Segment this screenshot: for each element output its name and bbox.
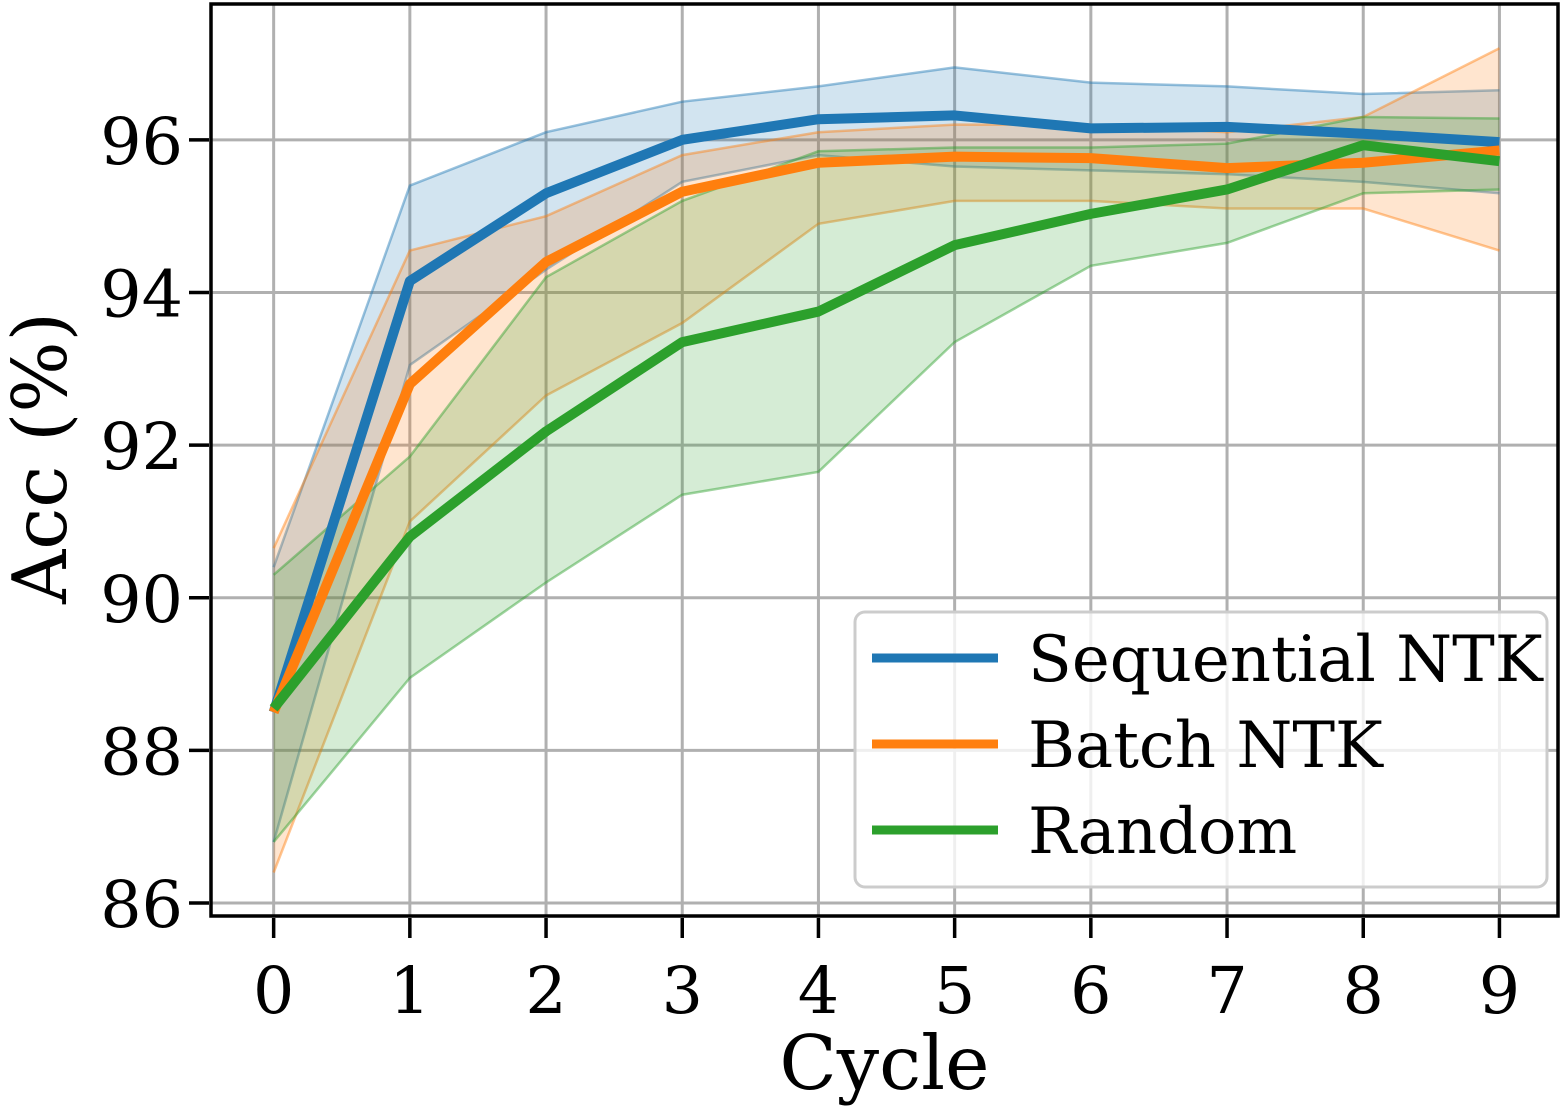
y-tick-label: 86 bbox=[100, 868, 183, 943]
x-tick-labels: 0 1 2 3 4 5 6 7 8 9 bbox=[253, 954, 1520, 1029]
x-tick-label: 7 bbox=[1206, 954, 1247, 1029]
band-lower-edge-random bbox=[272, 188, 1500, 843]
y-tick-label: 96 bbox=[100, 105, 183, 180]
x-tick-label: 3 bbox=[662, 954, 703, 1029]
tick-marks bbox=[189, 138, 1502, 938]
x-tick-label: 0 bbox=[253, 954, 294, 1029]
y-tick-label: 92 bbox=[100, 410, 183, 485]
series-lines bbox=[268, 110, 1501, 715]
legend-box bbox=[853, 610, 1549, 889]
series-line-random bbox=[269, 140, 1501, 712]
plot-border bbox=[209, 2, 1560, 918]
legend-item-random: Random bbox=[872, 795, 1297, 869]
legend-label: Batch NTK bbox=[1028, 709, 1384, 783]
x-tick-label: 4 bbox=[798, 954, 839, 1029]
legend-label: Random bbox=[1028, 795, 1297, 869]
y-tick-labels: 86 88 90 92 94 96 bbox=[100, 105, 183, 943]
y-axis-label: Acc (%) bbox=[0, 312, 84, 605]
band-random bbox=[273, 116, 1500, 842]
x-tick-label: 2 bbox=[525, 954, 566, 1029]
legend-item-sequential-ntk: Sequential NTK bbox=[872, 623, 1544, 697]
x-tick-label: 6 bbox=[1070, 954, 1111, 1029]
series-line-sequential-ntk bbox=[268, 110, 1500, 714]
y-tick-label: 94 bbox=[100, 257, 183, 332]
legend-item-batch-ntk: Batch NTK bbox=[872, 709, 1384, 783]
y-tick-label: 88 bbox=[100, 715, 183, 790]
band-batch-ntk bbox=[273, 48, 1500, 873]
x-tick-label: 8 bbox=[1343, 954, 1384, 1029]
gridlines bbox=[211, 4, 1558, 916]
legend: Sequential NTK Batch NTK Random bbox=[853, 610, 1549, 889]
x-tick-label: 1 bbox=[389, 954, 430, 1029]
legend-label: Sequential NTK bbox=[1028, 623, 1544, 697]
x-tick-label: 5 bbox=[934, 954, 975, 1029]
y-tick-label: 90 bbox=[100, 563, 183, 638]
x-axis-label: Cycle bbox=[779, 1019, 989, 1107]
band-lower-edge-batch-ntk bbox=[272, 199, 1500, 873]
x-tick-label: 9 bbox=[1479, 954, 1520, 1029]
band-upper-edge-sequential-ntk bbox=[272, 66, 1500, 568]
